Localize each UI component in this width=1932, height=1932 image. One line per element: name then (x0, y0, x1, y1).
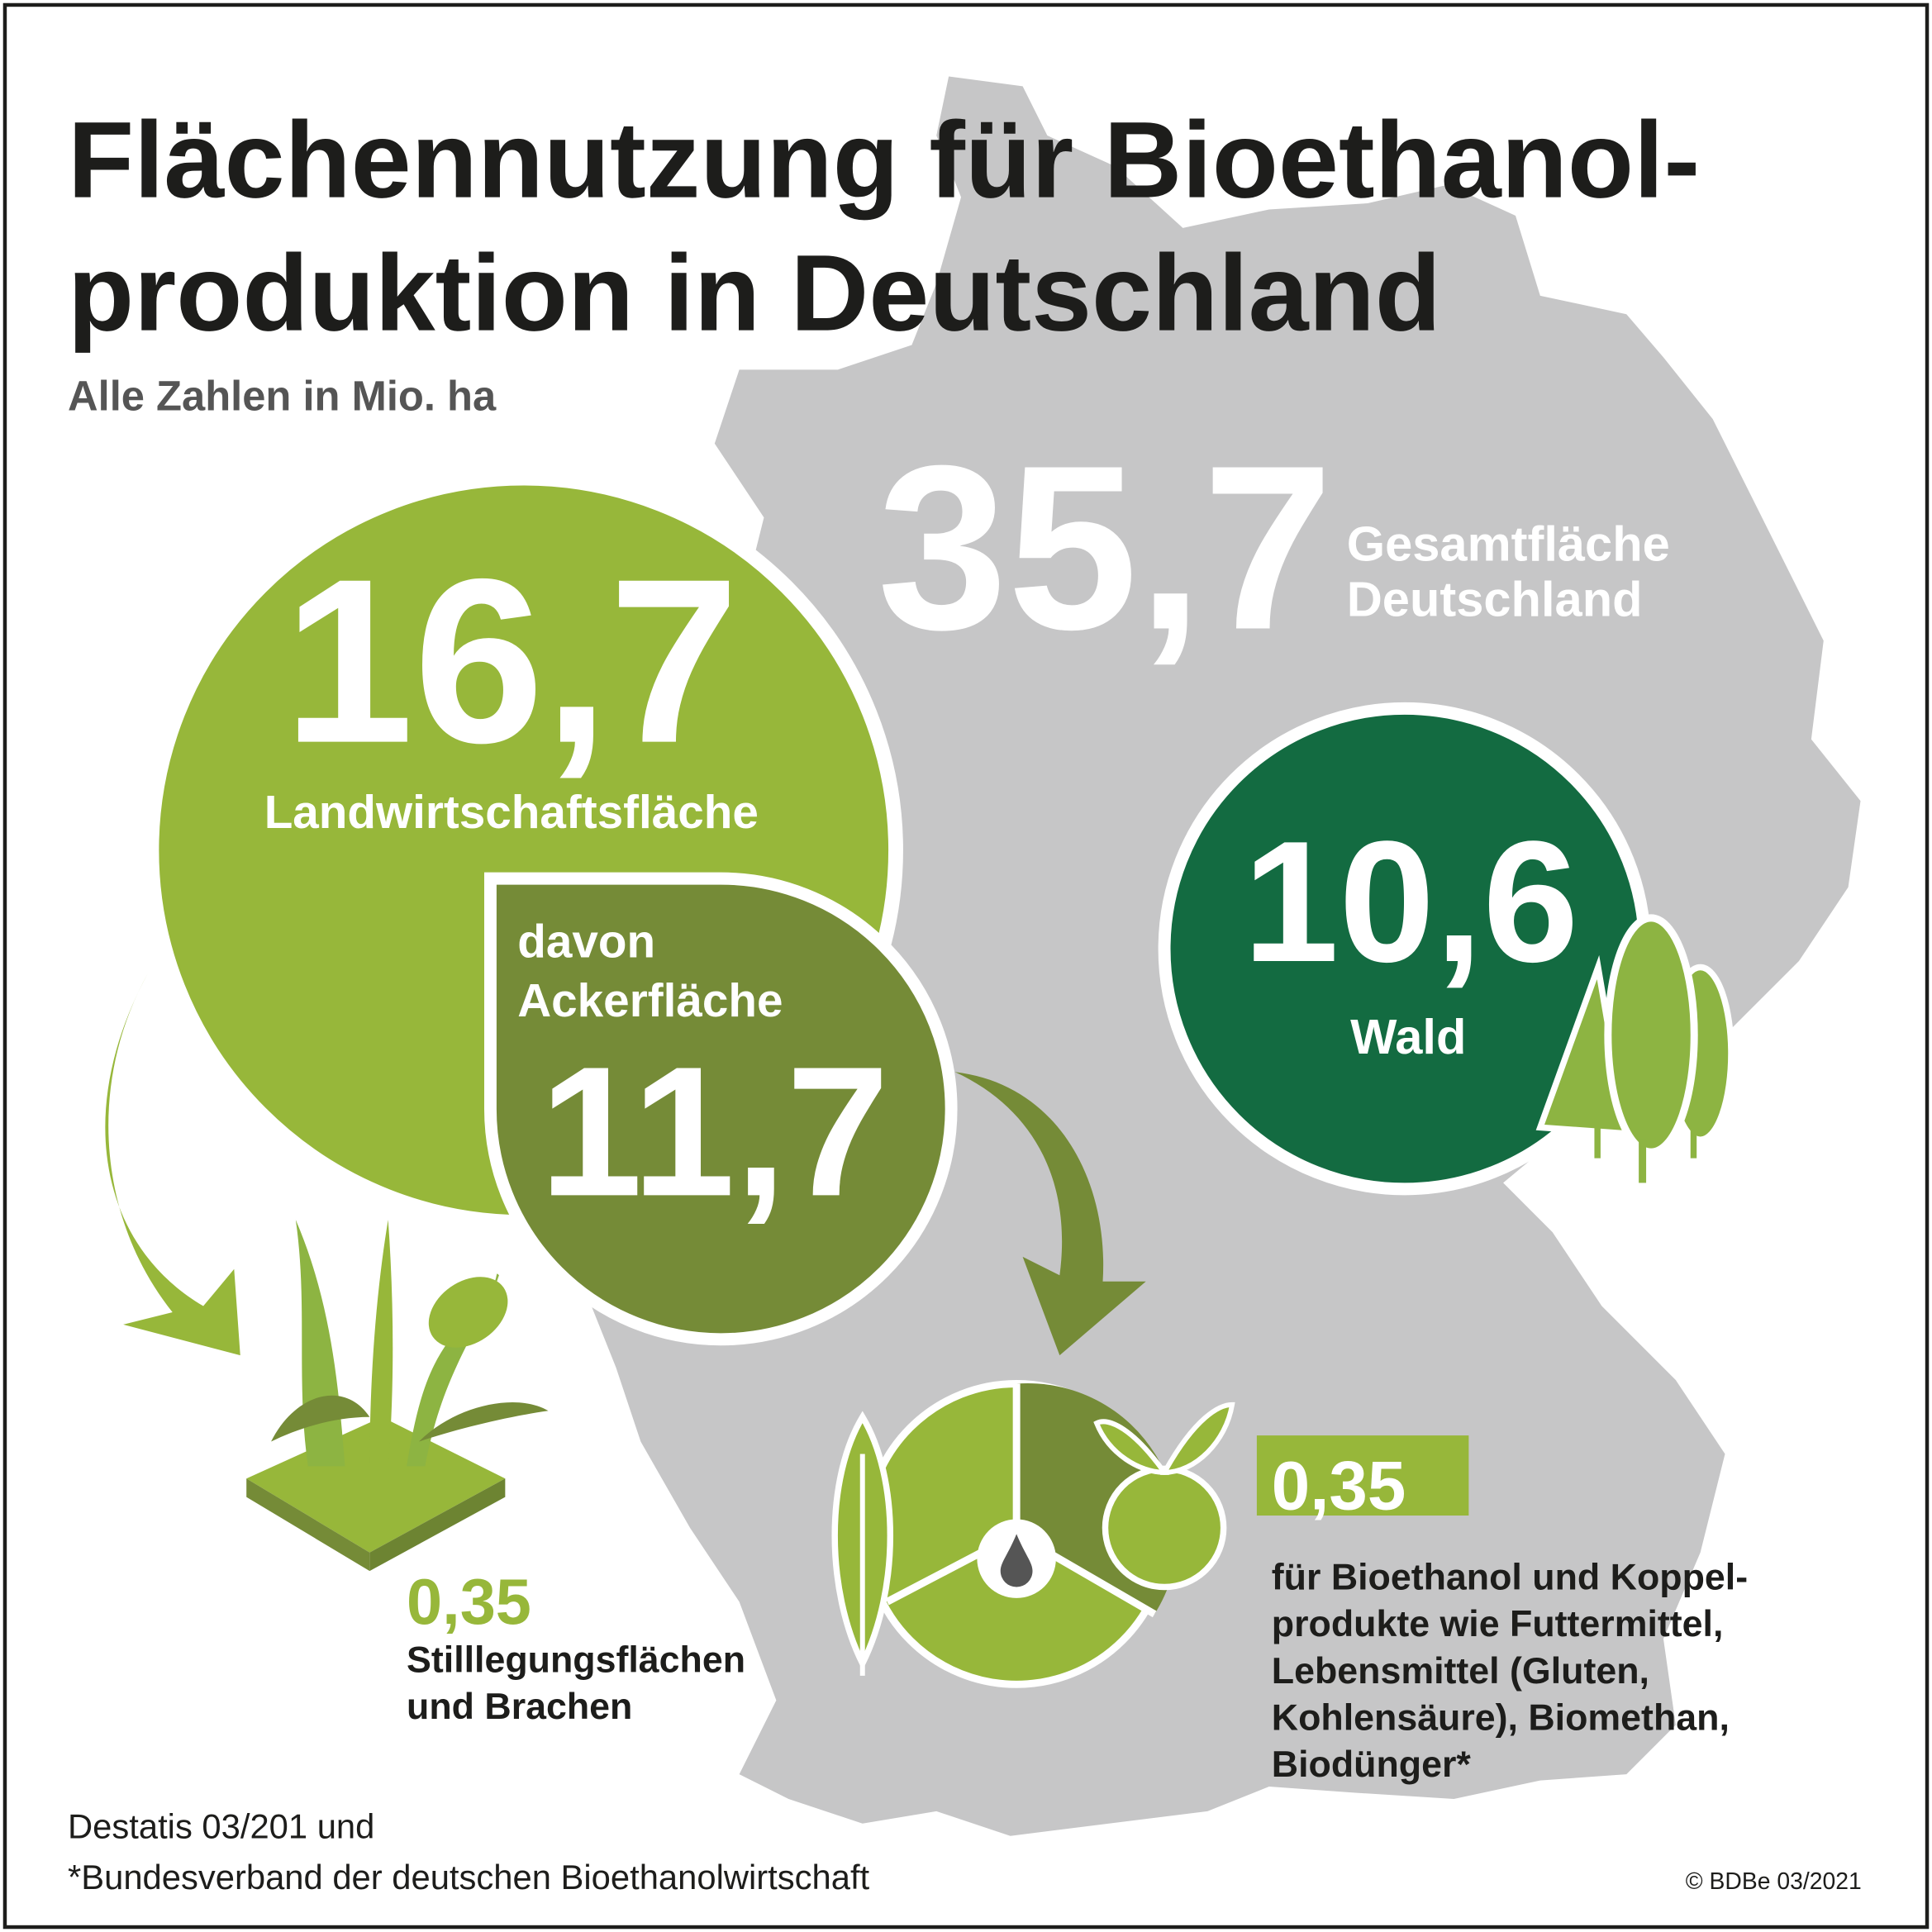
title-line: Flächennutzung für Bioethanol- (68, 99, 1700, 221)
title-line: produktion in Deutschland (68, 232, 1441, 354)
total-label: Gesamtfläche (1347, 516, 1670, 571)
subtitle: Alle Zahlen in Mio. ha (68, 373, 497, 420)
forest-value: 10,6 (1243, 806, 1578, 998)
fallow-value: 0,35 (407, 1567, 531, 1638)
bioethanol-label: produkte wie Futtermittel, (1272, 1604, 1724, 1644)
fallow-label: und Brachen (407, 1687, 632, 1727)
bioethanol-label: Lebensmittel (Gluten, (1272, 1651, 1649, 1692)
trees-icon (1535, 914, 1735, 1183)
bioethanol-value: 0,35 (1272, 1447, 1406, 1525)
total-label: Deutschland (1347, 572, 1643, 627)
agriculture-value: 16,7 (283, 531, 739, 792)
forest-label: Wald (1350, 1009, 1466, 1064)
total-value: 35,7 (878, 417, 1333, 678)
arable-label: davon (517, 916, 655, 968)
arrow (105, 973, 240, 1356)
arable-value: 11,7 (540, 1029, 889, 1235)
bioethanol-value-box (1256, 1435, 1469, 1516)
bioethanol-label: Kohlensäure), Biomethan, (1272, 1697, 1730, 1738)
bioethanol-icon (831, 1380, 1235, 1688)
bioethanol-label: für Bioethanol und Koppel- (1272, 1557, 1748, 1597)
fallow-label: Stilllegungsflächen (407, 1639, 745, 1680)
bioethanol-label: Biodünger* (1272, 1744, 1472, 1785)
source-line: *Bundesverband der deutschen Bioethanolw… (68, 1858, 870, 1896)
agriculture-label: Landwirtschaftsfläche (264, 787, 759, 839)
arrow (954, 1072, 1146, 1356)
arable-label: Ackerfläche (517, 975, 783, 1027)
source-line: Destatis 03/201 und (68, 1807, 374, 1846)
grass-icon (246, 1220, 549, 1572)
arable-shape (483, 872, 958, 1346)
copyright: © BDBe 03/2021 (1686, 1868, 1862, 1895)
